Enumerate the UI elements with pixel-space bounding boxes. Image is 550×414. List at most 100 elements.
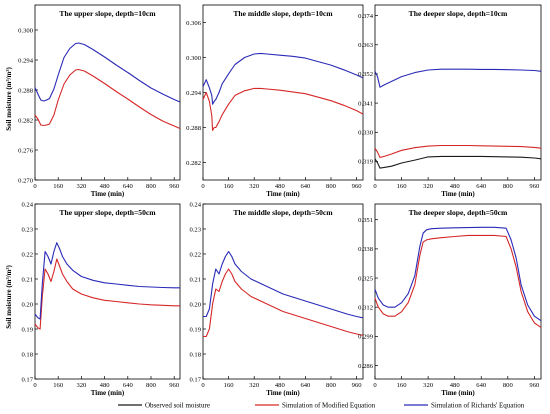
- y-tick-label: 0.330: [358, 130, 374, 137]
- series-line-simulation-of-modified-equation: [374, 144, 542, 159]
- y-tick-label: 0.24: [21, 201, 33, 208]
- panel-1: The upper slope, depth=10cm 0 160 320 480 640…: [18, 4, 181, 198]
- y-tick-label: 0.270: [18, 177, 34, 184]
- y-tick-label: 0.18: [21, 351, 33, 358]
- y-tick-label: 0.351: [358, 217, 373, 224]
- legend: Observed soil moisture Simulation of Mod…: [118, 402, 525, 410]
- y-tick-label: 0.282: [18, 117, 33, 124]
- y-tick-label: 0.20: [21, 301, 33, 308]
- x-tick-label: 800: [146, 382, 157, 389]
- y-tick-label: 0.19: [189, 326, 201, 333]
- y-tick-label: 0.294: [186, 90, 202, 97]
- x-tick-label: 640: [476, 382, 487, 389]
- y-tick-label: 0.338: [358, 246, 374, 253]
- series-line-simulation-of-richards-equation: [34, 42, 181, 103]
- panel-2: The middle slope, depth=10cm 0 160 320 480 64…: [186, 4, 364, 198]
- y-tick-label: 0.319: [358, 159, 374, 166]
- plot-frame: [34, 203, 181, 380]
- x-tick-label: 800: [146, 183, 157, 190]
- x-tick-label: 320: [76, 382, 87, 389]
- x-tick-label: 800: [326, 382, 337, 389]
- x-tick-label: 320: [423, 382, 434, 389]
- x-tick-label: 480: [100, 183, 111, 190]
- y-tick-label: 0.22: [21, 251, 33, 258]
- series-line-simulation-of-richards-equation: [34, 242, 180, 320]
- series-line-simulation-of-modified-equation: [374, 234, 542, 328]
- x-tick-label: 960: [169, 382, 180, 389]
- series-line-simulation-of-richards-equation: [374, 68, 542, 88]
- y-tick-label: 0.286: [358, 363, 374, 370]
- x-tick-label: 960: [529, 183, 540, 190]
- y-tick-label: 0.312: [358, 305, 373, 312]
- y-tick-label: 0.306: [186, 20, 202, 27]
- x-tick-label: 480: [275, 382, 286, 389]
- y-tick-label: 0.363: [358, 42, 374, 49]
- x-tick-label: 160: [224, 183, 235, 190]
- y-tick-label: 0.325: [358, 275, 374, 282]
- y-tick-label: 0.19: [21, 326, 33, 333]
- panels-layer: The upper slope, depth=10cm 0 160 320 480 640…: [18, 4, 542, 397]
- x-tick-label: 800: [503, 183, 514, 190]
- plot-frame: [34, 4, 181, 181]
- x-tick-label: 960: [529, 382, 540, 389]
- ylabel-top-row: Soil moisture (m³/m³): [5, 67, 13, 131]
- y-tick-label: 0.17: [21, 376, 33, 383]
- y-tick-label: 0.374: [358, 13, 374, 20]
- y-tick-label: 0.276: [18, 147, 34, 154]
- y-tick-label: 0.299: [358, 334, 374, 341]
- ylabel-bottom-row: Soil moisture (m³/m³): [5, 265, 13, 329]
- x-tick-label: 160: [397, 183, 408, 190]
- x-tick-label: 320: [249, 183, 260, 190]
- legend-label-observed: Observed soil moisture: [145, 402, 210, 410]
- x-tick-label: 640: [300, 382, 311, 389]
- y-tick-label: 0.300: [18, 27, 34, 34]
- y-tick-label: 0.288: [18, 87, 34, 94]
- series-line-simulation-of-richards-equation: [202, 52, 364, 105]
- y-tick-label: 0.23: [189, 226, 201, 233]
- x-tick-label: 160: [224, 382, 235, 389]
- series-line-simulation-of-richards-equation: [203, 250, 364, 319]
- y-tick-label: 0.24: [189, 201, 201, 208]
- series-line-simulation-of-modified-equation: [203, 268, 364, 338]
- series-line-simulation-of-richards-equation: [374, 226, 542, 322]
- x-axis-label: Time (min): [91, 190, 125, 198]
- y-tick-label: 0.21: [21, 276, 33, 283]
- x-axis-label: Time (min): [441, 190, 475, 198]
- x-tick-label: 640: [476, 183, 487, 190]
- x-tick-label: 960: [352, 183, 363, 190]
- series-line-observed-soil-moisture: [374, 155, 542, 169]
- y-tick-label: 0.21: [189, 276, 201, 283]
- series-line-simulation-of-modified-equation: [34, 258, 180, 330]
- x-tick-label: 160: [53, 183, 64, 190]
- x-tick-label: 640: [123, 183, 134, 190]
- x-tick-label: 480: [275, 183, 286, 190]
- y-tick-label: 0.20: [189, 301, 201, 308]
- x-tick-label: 320: [423, 183, 434, 190]
- x-tick-label: 960: [169, 183, 180, 190]
- series-line-simulation-of-modified-equation: [34, 68, 181, 130]
- x-tick-label: 0: [201, 382, 205, 389]
- x-tick-label: 0: [373, 183, 377, 190]
- x-tick-label: 800: [503, 382, 514, 389]
- series-line-simulation-of-modified-equation: [202, 87, 364, 131]
- plot-frame: [202, 4, 364, 181]
- y-tick-label: 0.341: [358, 100, 373, 107]
- x-tick-label: 480: [450, 382, 461, 389]
- x-tick-label: 480: [100, 382, 111, 389]
- x-tick-label: 640: [123, 382, 134, 389]
- x-tick-label: 160: [53, 382, 64, 389]
- x-tick-label: 320: [76, 183, 87, 190]
- x-tick-label: 0: [201, 183, 205, 190]
- x-tick-label: 0: [33, 183, 37, 190]
- plot-frame: [374, 4, 542, 181]
- plot-frame: [202, 203, 364, 380]
- panel-3: The deeper slope, depth=10cm 0 160 320 480 64…: [358, 4, 542, 198]
- x-tick-label: 640: [300, 183, 311, 190]
- y-tick-label: 0.22: [189, 251, 201, 258]
- legend-label-modified: Simulation of Modified Equation: [282, 402, 376, 410]
- y-tick-label: 0.300: [186, 55, 202, 62]
- x-tick-label: 160: [397, 382, 408, 389]
- panel-5: The middle slope, depth=50cm 0 160 320 480 64…: [189, 201, 364, 397]
- x-axis-label: Time (min): [91, 389, 125, 397]
